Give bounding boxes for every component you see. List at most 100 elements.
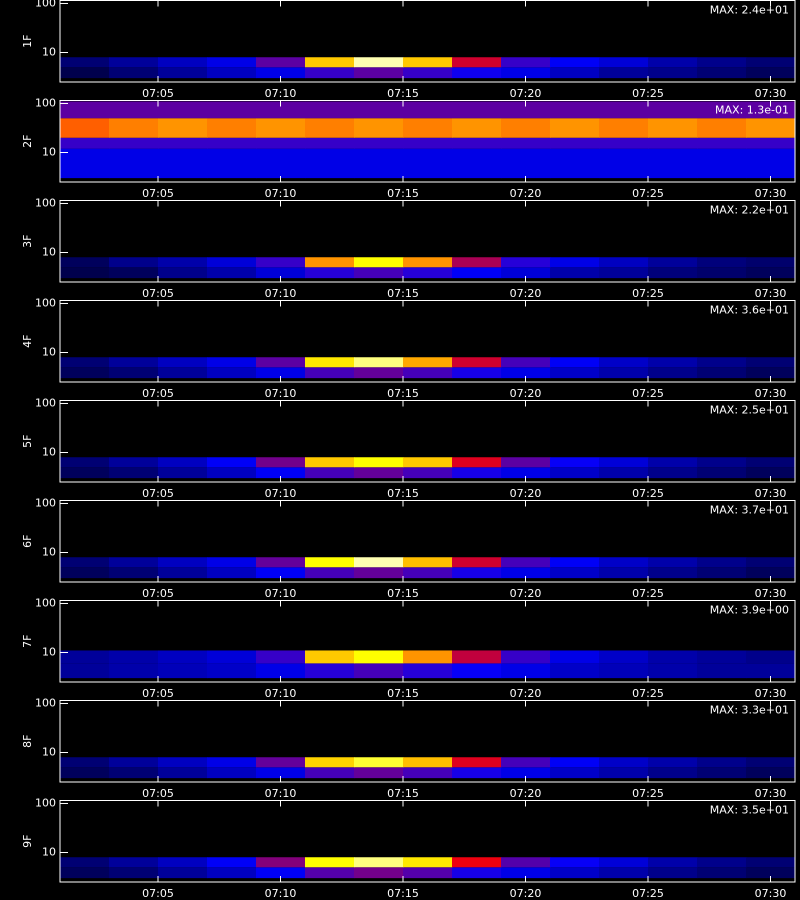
heat-cell — [256, 101, 306, 119]
x-tick-label: 07:10 — [265, 187, 297, 200]
x-tick-label: 07:25 — [632, 187, 664, 200]
heat-cell — [354, 267, 404, 279]
y-axis-label: 7F — [21, 635, 34, 648]
heat-cell — [354, 148, 404, 179]
heat-cell — [697, 663, 747, 679]
heat-cell — [550, 148, 600, 179]
x-tick-label: 07:20 — [510, 487, 542, 500]
heat-cell — [550, 367, 600, 379]
x-tick-label: 07:25 — [632, 587, 664, 600]
x-tick-label: 07:05 — [142, 487, 174, 500]
heat-cell — [648, 857, 698, 868]
heat-cell — [746, 137, 796, 149]
heat-cell — [648, 267, 698, 279]
heat-cell — [354, 757, 404, 768]
heat-cell — [60, 557, 110, 568]
heat-cell — [207, 567, 257, 579]
heat-cell — [648, 767, 698, 779]
heat-cell — [60, 457, 110, 468]
heat-cell — [256, 148, 306, 179]
heat-cell — [648, 467, 698, 479]
heat-cell — [60, 467, 110, 479]
heat-cell — [403, 767, 453, 779]
heat-cell — [158, 101, 208, 119]
heat-cell — [648, 137, 698, 149]
heat-cell — [305, 557, 355, 568]
heat-cell — [501, 137, 551, 149]
y-axis-label: 8F — [21, 735, 34, 748]
max-annotation: MAX: 1.3e-01 — [715, 104, 789, 117]
heat-cell — [452, 137, 502, 149]
y-tick-label: 10 — [42, 645, 56, 658]
heat-cell — [207, 267, 257, 279]
heat-cell — [158, 767, 208, 779]
heat-cell — [354, 118, 404, 138]
heat-cell — [501, 357, 551, 368]
x-tick-label: 07:05 — [142, 687, 174, 700]
x-tick-label: 07:25 — [632, 87, 664, 100]
y-tick-label: 100 — [35, 0, 56, 9]
heat-cell — [403, 267, 453, 279]
heat-cell — [648, 867, 698, 879]
heat-cell — [403, 357, 453, 368]
heat-cell — [403, 467, 453, 479]
heat-cell — [403, 757, 453, 768]
heat-cell — [599, 457, 649, 468]
heat-cell — [354, 357, 404, 368]
x-tick-label: 07:15 — [387, 887, 419, 900]
heat-cell — [256, 457, 306, 468]
heat-cell — [501, 757, 551, 768]
heat-cell — [109, 867, 159, 879]
x-tick-label: 07:20 — [510, 787, 542, 800]
heat-cell — [746, 101, 796, 119]
heat-cell — [746, 467, 796, 479]
heat-cell — [354, 457, 404, 468]
heat-cell — [697, 857, 747, 868]
heat-cell — [354, 367, 404, 379]
heat-cell — [452, 557, 502, 568]
heat-cell — [158, 367, 208, 379]
heat-cell — [550, 757, 600, 768]
heat-cell — [403, 567, 453, 579]
heat-cell — [256, 857, 306, 868]
heat-cell — [550, 767, 600, 779]
x-tick-label: 07:15 — [387, 687, 419, 700]
heat-cell — [354, 57, 404, 68]
heat-cell — [60, 67, 110, 79]
heat-cell — [550, 101, 600, 119]
heat-cell — [697, 757, 747, 768]
heat-cell — [60, 367, 110, 379]
heat-cell — [697, 567, 747, 579]
heat-cell — [599, 663, 649, 679]
heat-cell — [109, 557, 159, 568]
heat-cell — [403, 101, 453, 119]
x-tick-label: 07:05 — [142, 87, 174, 100]
heat-cell — [207, 857, 257, 868]
heat-cell — [305, 857, 355, 868]
heat-cell — [550, 267, 600, 279]
x-tick-label: 07:25 — [632, 887, 664, 900]
heat-cell — [697, 137, 747, 149]
heat-cell — [256, 118, 306, 138]
heat-cell — [60, 267, 110, 279]
x-tick-label: 07:30 — [755, 487, 787, 500]
x-tick-label: 07:25 — [632, 487, 664, 500]
heat-cell — [697, 467, 747, 479]
heat-cell — [207, 118, 257, 138]
heat-cell — [256, 267, 306, 279]
heat-cell — [452, 457, 502, 468]
heat-cell — [501, 467, 551, 479]
heat-cell — [305, 137, 355, 149]
x-tick-label: 07:10 — [265, 787, 297, 800]
y-axis-label: 3F — [21, 235, 34, 248]
heat-cell — [501, 101, 551, 119]
heat-cell — [599, 767, 649, 779]
heat-cell — [746, 148, 796, 179]
y-tick-label: 100 — [35, 596, 56, 609]
heat-cell — [501, 67, 551, 79]
x-tick-label: 07:20 — [510, 887, 542, 900]
heat-cell — [109, 457, 159, 468]
heat-cell — [550, 663, 600, 679]
heat-cell — [158, 567, 208, 579]
x-tick-label: 07:30 — [755, 887, 787, 900]
